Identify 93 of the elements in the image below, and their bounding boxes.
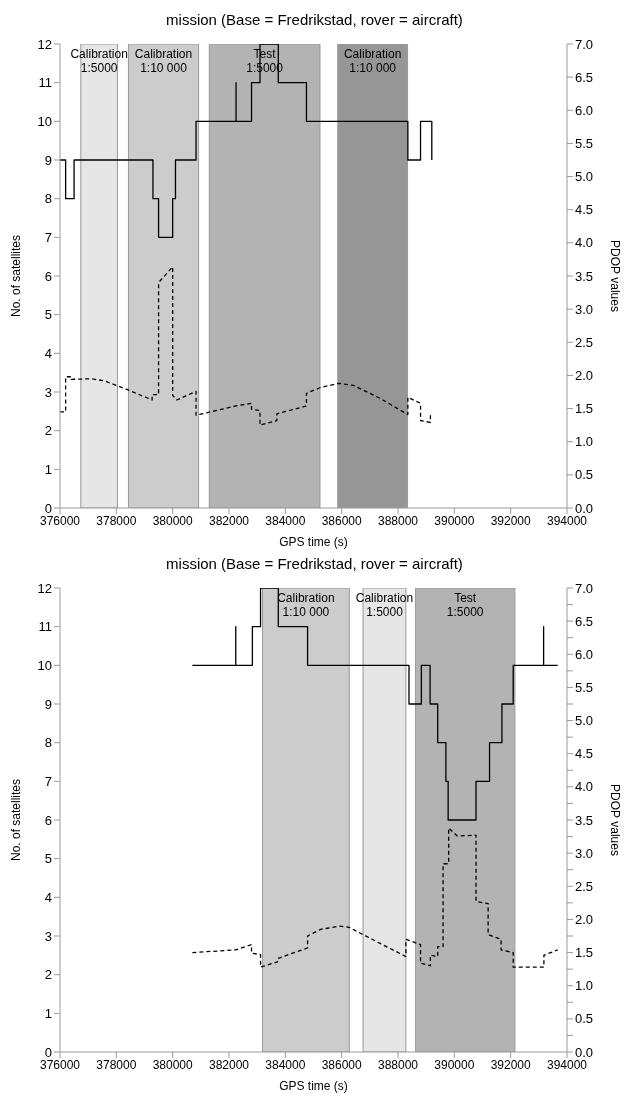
y2-tick-label: 6.0 [575,646,594,662]
x-tick-label: 388000 [377,1057,419,1072]
x-tick-label: 386000 [321,1057,363,1072]
band-label: Test 1:5000 [446,591,484,619]
y2-tick-label: 3.5 [575,268,594,284]
y-tick-label: 6 [44,812,52,828]
y-tick-label: 12 [37,580,52,596]
y-tick-label: 0 [44,1044,52,1060]
x-tick-label: 382000 [208,1057,250,1072]
y2-tick-label: 0.0 [575,500,594,516]
y-tick-label: 11 [38,75,52,91]
y2-tick-label: 2.5 [575,334,594,350]
band-label: Calibration 1:5000 [355,591,414,619]
y2-tick-label: 1.0 [575,978,594,994]
line-series [60,44,433,238]
y2-tick-label: 5.0 [575,169,594,185]
x-tick-label: 382000 [208,513,250,528]
y-tick-label: 8 [44,191,52,207]
y2-tick-label: 5.0 [575,713,594,729]
x-axis-title: GPS time (s) [279,1079,348,1093]
x-tick-label: 380000 [152,1057,194,1072]
y-axis-title: No. of satellites [9,778,24,862]
x-tick-label: 378000 [96,513,137,528]
x-tick-label: 394000 [546,1057,588,1072]
y2-tick-label: 2.0 [575,912,594,928]
y-axis-title: No. of satellites [9,234,24,318]
y2-axis-title: PDOP values [607,240,622,312]
y2-tick-label: 1.5 [575,401,594,417]
x-tick-label: 376000 [39,513,81,528]
y2-tick-label: 6.5 [575,69,594,85]
y-tick-label: 12 [37,36,52,52]
chart-title: mission (Base = Fredrikstad, rover = aircraft) [165,10,464,30]
y-tick-label: 9 [44,152,52,168]
band-label: Calibration 1:10 000 [343,47,402,75]
y2-tick-label: 5.5 [575,136,594,152]
x-tick-label: 394000 [546,513,588,528]
y-tick-label: 7 [44,773,52,789]
x-tick-label: 388000 [377,513,419,528]
line-series [60,266,433,426]
y-tick-label: 9 [44,696,52,712]
y-tick-label: 2 [44,423,52,439]
y2-tick-label: 5.5 [575,680,594,696]
y2-tick-label: 6.0 [575,102,594,118]
y2-tick-label: 1.0 [575,434,594,450]
x-tick-label: 392000 [490,513,532,528]
y2-tick-label: 2.0 [575,368,594,384]
x-tick-label: 380000 [152,513,194,528]
y2-tick-label: 3.0 [575,301,594,317]
y2-tick-label: 0.5 [575,1011,594,1027]
y2-tick-label: 7.0 [575,580,594,596]
y-tick-label: 4 [44,889,52,905]
x-tick-label: 390000 [434,1057,475,1072]
y-tick-label: 3 [44,928,52,944]
band-label: Calibration 1:10 000 [134,47,193,75]
y2-axis-title: PDOP values [607,784,622,856]
y2-tick-label: 4.0 [575,235,594,251]
y2-tick-label: 0.0 [575,1044,594,1060]
x-tick-label: 384000 [265,513,306,528]
y2-tick-label: 4.0 [575,779,594,795]
y2-tick-label: 0.5 [575,467,594,483]
y-tick-label: 7 [44,229,52,245]
y-tick-label: 5 [44,307,52,323]
y-tick-label: 4 [44,345,52,361]
y-tick-label: 1 [44,1005,52,1021]
x-axis-title: GPS time (s) [279,535,348,549]
y-tick-label: 10 [37,657,52,673]
y-tick-label: 2 [44,967,52,983]
y-tick-label: 0 [44,500,52,516]
y2-tick-label: 4.5 [575,202,594,218]
y-tick-label: 11 [38,619,52,635]
band-label: Calibration 1:5000 [70,47,128,75]
x-tick-label: 390000 [434,513,475,528]
y2-tick-label: 4.5 [575,746,594,762]
y2-tick-label: 6.5 [575,613,594,629]
x-tick-label: 384000 [265,1057,306,1072]
x-tick-label: 378000 [96,1057,137,1072]
line-series [191,827,559,968]
line-series [191,588,559,821]
y2-tick-label: 3.0 [575,845,594,861]
y2-tick-label: 3.5 [575,812,594,828]
y2-tick-label: 7.0 [575,36,594,52]
y-tick-label: 1 [44,461,52,477]
y-tick-label: 8 [44,735,52,751]
y-tick-label: 6 [44,268,52,284]
y2-tick-label: 2.5 [575,878,594,894]
y-tick-label: 3 [44,384,52,400]
x-tick-label: 392000 [490,1057,532,1072]
x-tick-label: 376000 [39,1057,81,1072]
y-tick-label: 5 [44,851,52,867]
chart-title: mission (Base = Fredrikstad, rover = aircraft) [165,554,464,574]
y2-tick-label: 1.5 [575,945,594,961]
y-tick-label: 10 [37,113,52,129]
x-tick-label: 386000 [321,513,363,528]
